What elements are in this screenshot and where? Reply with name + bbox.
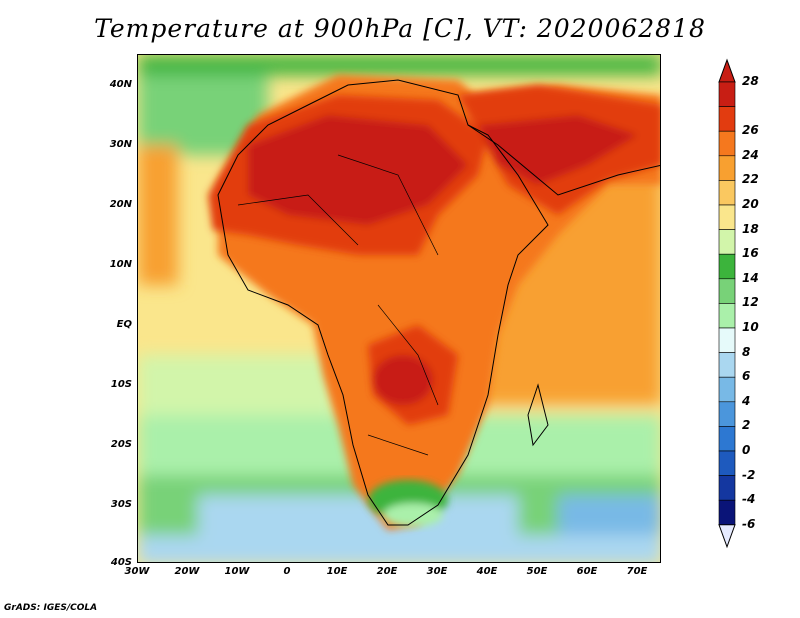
colorbar-segment bbox=[718, 352, 736, 378]
colorbar-label: 4 bbox=[742, 393, 751, 408]
colorbar-label: -6 bbox=[742, 516, 756, 531]
colorbar-segment bbox=[718, 204, 736, 230]
lon-label-40e: 40E bbox=[476, 566, 498, 577]
colorbar-segment bbox=[718, 450, 736, 476]
lon-label-10e: 10E bbox=[326, 566, 348, 577]
colorbar-segment bbox=[718, 180, 736, 206]
lat-label-eq: EQ bbox=[116, 319, 132, 330]
colorbar-segment bbox=[718, 376, 736, 403]
lat-label-40n: 40N bbox=[109, 79, 132, 90]
colorbar bbox=[718, 58, 736, 549]
lon-label-60e: 60E bbox=[576, 566, 598, 577]
lat-label-20s: 20S bbox=[110, 439, 132, 450]
colorbar-segment bbox=[718, 303, 736, 329]
colorbar-label: 12 bbox=[742, 295, 759, 310]
colorbar-label: 2 bbox=[742, 418, 751, 433]
lat-label-20n: 20N bbox=[109, 199, 132, 210]
colorbar-segment bbox=[718, 81, 736, 107]
lat-label-10s: 10S bbox=[110, 379, 132, 390]
colorbar-segment bbox=[718, 499, 736, 526]
lon-label-30w: 30W bbox=[124, 566, 150, 577]
colorbar-under-triangle bbox=[718, 524, 736, 549]
lon-label-50e: 50E bbox=[526, 566, 548, 577]
colorbar-label: -2 bbox=[742, 467, 756, 482]
colorbar-label: 26 bbox=[742, 123, 759, 138]
colorbar-label: 28 bbox=[742, 74, 759, 88]
lat-label-10n: 10N bbox=[109, 259, 132, 270]
colorbar-label: 24 bbox=[742, 147, 759, 162]
colorbar-label: 14 bbox=[742, 270, 759, 285]
colorbar-label: 8 bbox=[742, 344, 751, 359]
colorbar-segment bbox=[718, 426, 736, 452]
colorbar-label: 20 bbox=[742, 197, 759, 211]
colorbar-segment bbox=[718, 106, 736, 132]
lat-label-30s: 30S bbox=[110, 499, 132, 510]
colorbar-segment bbox=[718, 253, 736, 280]
colorbar-label: 18 bbox=[742, 221, 759, 236]
lon-label-70e: 70E bbox=[626, 566, 648, 577]
colorbar-label: 10 bbox=[742, 320, 759, 334]
lon-label-30e: 30E bbox=[426, 566, 448, 577]
lat-label-30n: 30N bbox=[109, 139, 132, 150]
colorbar-over-triangle bbox=[718, 58, 736, 83]
lon-label-20w: 20W bbox=[174, 566, 200, 577]
colorbar-segment bbox=[718, 155, 736, 181]
colorbar-label: -4 bbox=[742, 492, 756, 507]
colorbar-segment bbox=[718, 229, 736, 255]
colorbar-segment bbox=[718, 278, 736, 304]
map-title: Temperature at 900hPa [C], VT: 202006281… bbox=[94, 14, 706, 43]
colorbar-segment bbox=[718, 130, 736, 157]
lat-label-40s: 40S bbox=[110, 557, 132, 568]
colorbar-label: 6 bbox=[742, 369, 751, 384]
lon-label-10w: 10W bbox=[224, 566, 250, 577]
colorbar-label: 22 bbox=[742, 172, 759, 187]
temperature-map bbox=[137, 54, 661, 563]
lon-label-20e: 20E bbox=[376, 566, 398, 577]
grads-credit: GrADS: IGES/COLA bbox=[4, 603, 98, 613]
colorbar-segment bbox=[718, 327, 736, 353]
colorbar-label: 16 bbox=[742, 246, 759, 261]
colorbar-segment bbox=[718, 475, 736, 501]
lon-label-0: 0 bbox=[283, 566, 291, 577]
colorbar-segment bbox=[718, 401, 736, 427]
temperature-field bbox=[138, 55, 660, 562]
colorbar-label: 0 bbox=[742, 443, 751, 457]
